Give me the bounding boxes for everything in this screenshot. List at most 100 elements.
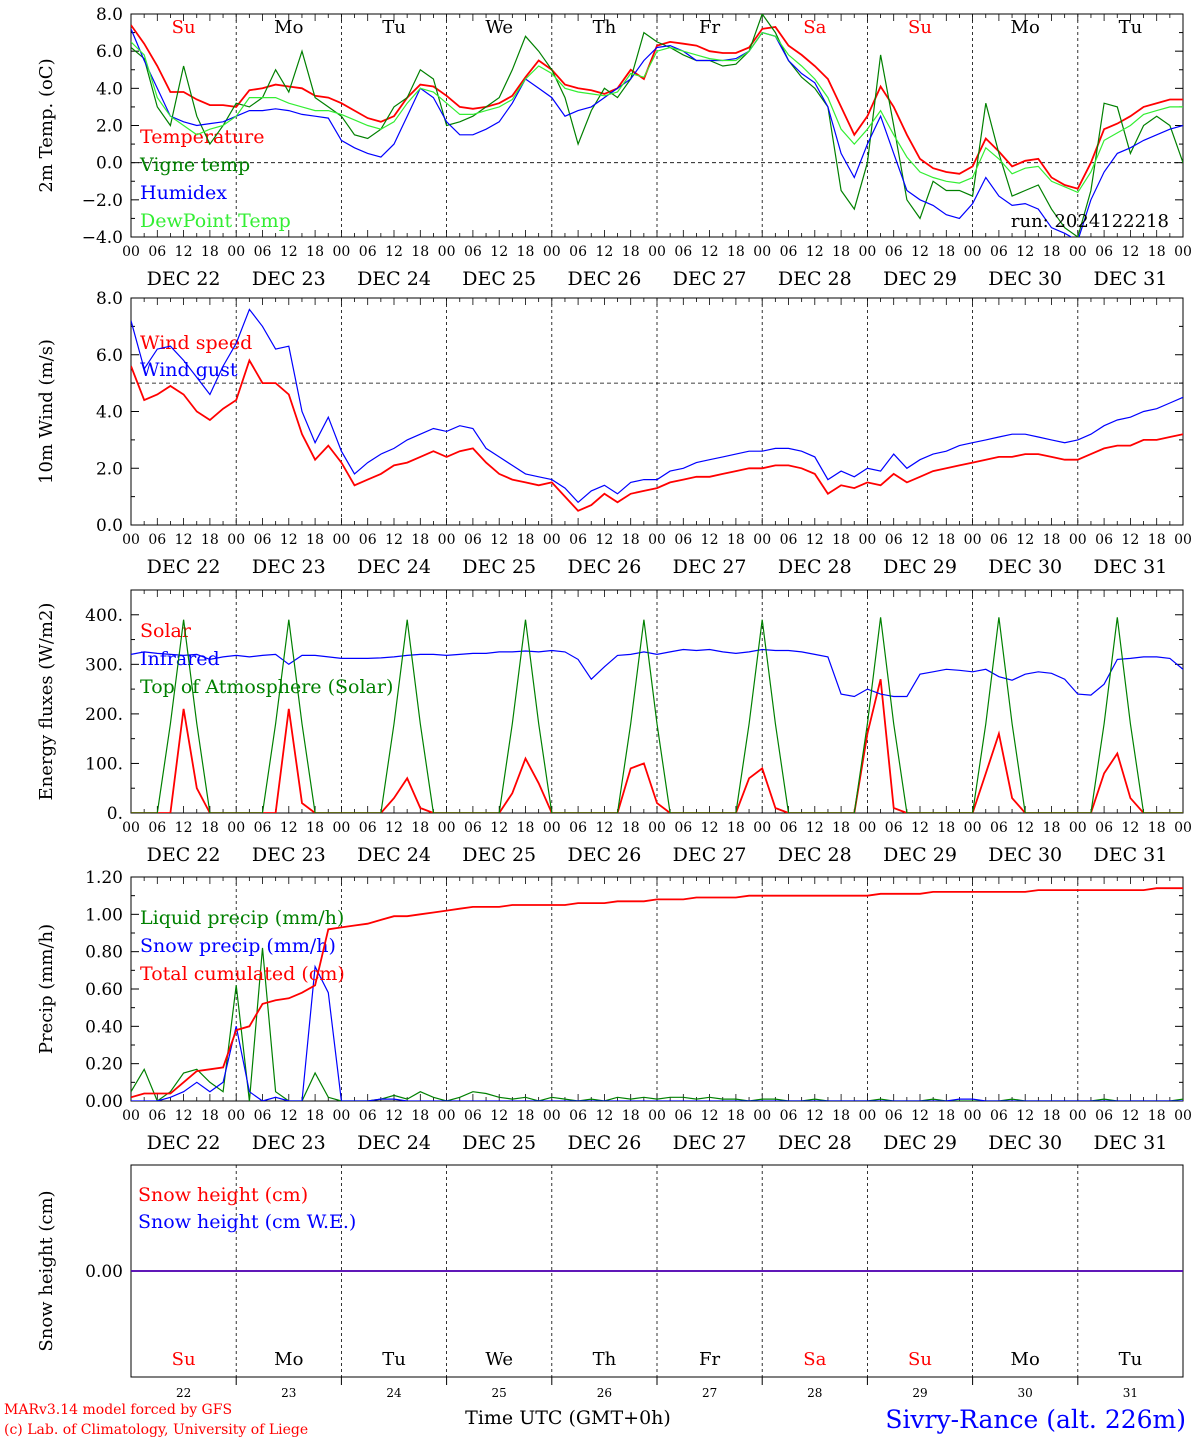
hour-label: 06 bbox=[1095, 244, 1113, 260]
hour-label: 06 bbox=[359, 532, 377, 548]
hour-label: 06 bbox=[464, 532, 482, 548]
hour-label: 00 bbox=[543, 1108, 561, 1124]
date-label: DEC 22 bbox=[147, 844, 221, 866]
hour-label: 06 bbox=[885, 532, 903, 548]
hour-label: 18 bbox=[306, 820, 324, 836]
hour-label: 12 bbox=[1121, 820, 1139, 836]
hour-label: 18 bbox=[306, 1108, 324, 1124]
hour-label: 06 bbox=[359, 244, 377, 260]
hour-label: 18 bbox=[832, 244, 850, 260]
date-label: DEC 30 bbox=[988, 844, 1062, 866]
date-label: DEC 24 bbox=[357, 1132, 431, 1154]
hour-label: 12 bbox=[595, 820, 613, 836]
hour-label: 00 bbox=[753, 532, 771, 548]
credit-line-2: (c) Lab. of Climatology, University of L… bbox=[4, 1422, 308, 1438]
ytick-label: 300. bbox=[85, 655, 123, 675]
weekday-label: Tu bbox=[382, 17, 406, 38]
legend-entry: Solar bbox=[140, 620, 192, 642]
hour-label: 18 bbox=[832, 1108, 850, 1124]
ytick-label: 0.20 bbox=[85, 1055, 123, 1075]
hour-label: 18 bbox=[1043, 820, 1061, 836]
hour-label: 12 bbox=[701, 1108, 719, 1124]
date-label: DEC 24 bbox=[357, 844, 431, 866]
hour-label: 18 bbox=[517, 820, 535, 836]
hour-label: 18 bbox=[1043, 532, 1061, 548]
date-label: DEC 26 bbox=[567, 268, 641, 290]
hour-label: 12 bbox=[280, 532, 298, 548]
ytick-label: 8.0 bbox=[96, 289, 123, 309]
ytick-label: 4.0 bbox=[96, 79, 123, 99]
hour-label: 12 bbox=[1016, 532, 1034, 548]
hour-label: 18 bbox=[201, 820, 219, 836]
hour-label: 18 bbox=[1148, 820, 1166, 836]
date-label: DEC 22 bbox=[147, 1132, 221, 1154]
date-label: DEC 25 bbox=[462, 268, 536, 290]
hour-label: 00 bbox=[438, 244, 456, 260]
legend-entry: Temperature bbox=[140, 126, 264, 148]
legend-entry: Infrared bbox=[140, 648, 220, 670]
hour-label: 06 bbox=[885, 1108, 903, 1124]
hour-label: 06 bbox=[1095, 820, 1113, 836]
series-line-solar bbox=[131, 678, 1183, 813]
hour-label: 00 bbox=[648, 532, 666, 548]
ytick-label: 0.40 bbox=[85, 1017, 123, 1037]
hour-label: 00 bbox=[858, 244, 876, 260]
hour-label: 18 bbox=[411, 532, 429, 548]
hour-label: 12 bbox=[385, 820, 403, 836]
hour-label: 18 bbox=[937, 532, 955, 548]
ytick-label: 2.0 bbox=[96, 459, 123, 479]
hour-label: 00 bbox=[227, 820, 245, 836]
hour-label: 18 bbox=[727, 820, 745, 836]
weekday-label: We bbox=[485, 17, 513, 38]
ytick-label: −4.0 bbox=[82, 228, 123, 248]
series-line-vigne-temp bbox=[131, 14, 1183, 237]
hour-label: 12 bbox=[911, 1108, 929, 1124]
ylabel: Precip (mm/h) bbox=[36, 924, 57, 1054]
date-label: DEC 24 bbox=[357, 268, 431, 290]
series-line-temperature bbox=[131, 24, 1183, 190]
hour-label: 06 bbox=[674, 532, 692, 548]
hour-label: 00 bbox=[1069, 1108, 1087, 1124]
hour-label: 18 bbox=[727, 1108, 745, 1124]
panel-4: 1.20 1.00 0.80 0.60 0.40 0.20 0.00 Precip (mm/h… bbox=[36, 868, 1192, 1154]
hour-label: 06 bbox=[569, 532, 587, 548]
hour-label: 18 bbox=[1148, 532, 1166, 548]
day-number: 26 bbox=[597, 1386, 612, 1400]
ylabel: Energy fluxes (W/m2) bbox=[36, 603, 57, 801]
hour-label: 00 bbox=[543, 820, 561, 836]
date-label: DEC 25 bbox=[462, 1132, 536, 1154]
hour-label: 12 bbox=[1016, 820, 1034, 836]
date-label: DEC 26 bbox=[567, 1132, 641, 1154]
hour-label: 00 bbox=[964, 244, 982, 260]
hour-label: 00 bbox=[964, 820, 982, 836]
hour-label: 00 bbox=[858, 532, 876, 548]
hour-label: 18 bbox=[201, 1108, 219, 1124]
series-line-wind-speed bbox=[131, 358, 1183, 512]
weekday-label: Sa bbox=[803, 17, 826, 38]
series-line-infrared bbox=[131, 648, 1183, 698]
weekday-label: Th bbox=[593, 17, 617, 38]
hour-label: 06 bbox=[674, 244, 692, 260]
hour-label: 18 bbox=[517, 532, 535, 548]
weekday-label: Fr bbox=[699, 17, 720, 38]
weekday-label: Tu bbox=[1119, 17, 1143, 38]
hour-label: 18 bbox=[411, 1108, 429, 1124]
date-label: DEC 26 bbox=[567, 556, 641, 578]
ytick-label: 100. bbox=[85, 754, 123, 774]
date-label: DEC 31 bbox=[1093, 844, 1167, 866]
hour-label: 12 bbox=[280, 820, 298, 836]
hour-label: 06 bbox=[148, 532, 166, 548]
weekday-label: Su bbox=[172, 1349, 196, 1370]
hour-label: 12 bbox=[280, 1108, 298, 1124]
hour-label: 12 bbox=[911, 244, 929, 260]
date-label: DEC 24 bbox=[357, 556, 431, 578]
weekday-label: Tu bbox=[382, 1349, 406, 1370]
hour-label: 12 bbox=[806, 820, 824, 836]
weekday-label: Su bbox=[908, 1349, 932, 1370]
hour-label: 06 bbox=[674, 820, 692, 836]
day-number: 22 bbox=[176, 1386, 191, 1400]
hour-label: 18 bbox=[411, 244, 429, 260]
hour-label: 06 bbox=[674, 1108, 692, 1124]
hour-label: 00 bbox=[964, 1108, 982, 1124]
